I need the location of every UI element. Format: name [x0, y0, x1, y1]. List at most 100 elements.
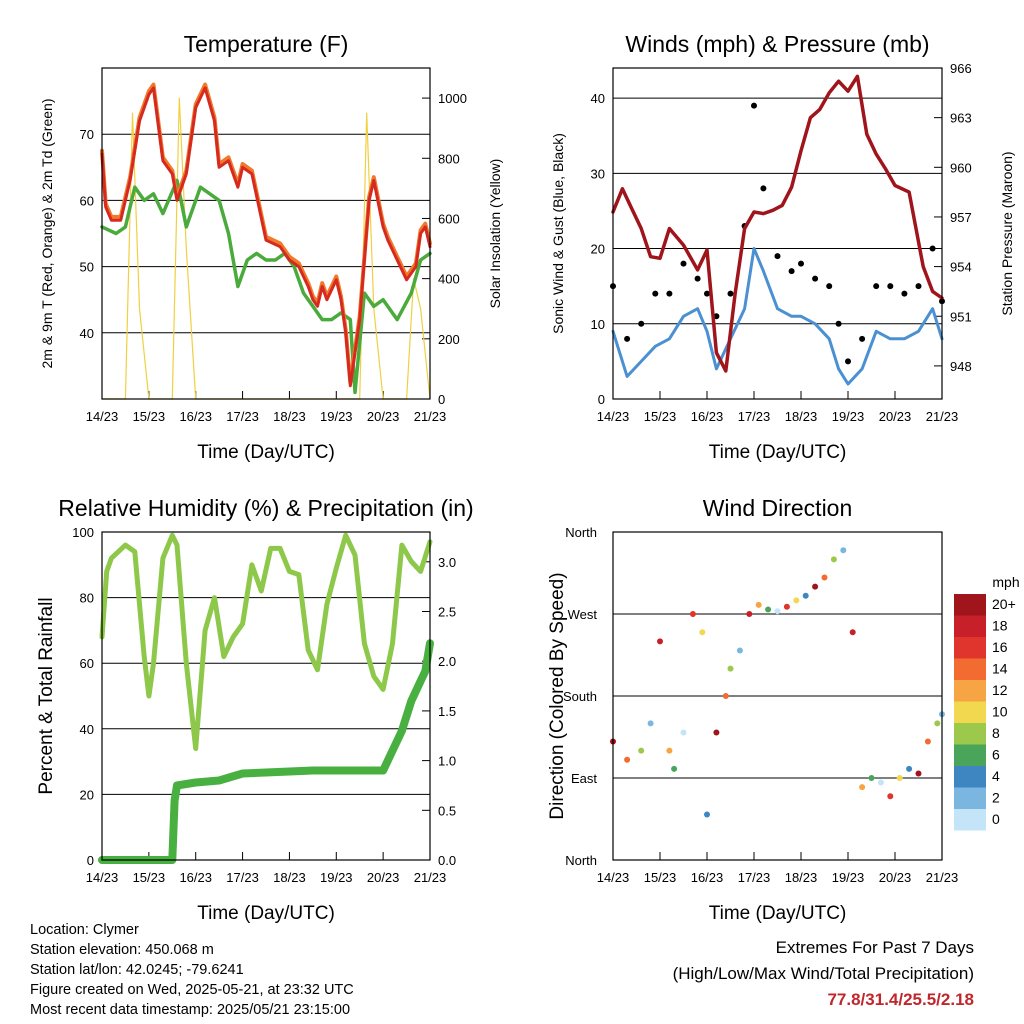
- y-tick-label: 10: [591, 317, 605, 332]
- plot-frame: [101, 531, 431, 861]
- gust-point: [638, 320, 645, 327]
- legend-label: 14: [992, 661, 1008, 677]
- legend-label: 2: [992, 790, 1000, 806]
- gust-point: [915, 283, 922, 290]
- direction-point: [765, 606, 772, 613]
- x-tick-label: 15/23: [133, 409, 166, 424]
- created-text: Figure created on Wed, 2025-05-21, at 23…: [30, 982, 354, 998]
- y-tick-label: 20: [591, 242, 605, 257]
- y-tick-label: 20: [80, 787, 94, 802]
- y-tick-label: 40: [80, 722, 94, 737]
- y-tick-label: 40: [591, 91, 605, 106]
- direction-point: [859, 784, 866, 791]
- direction-point: [906, 765, 913, 772]
- legend-label: 8: [992, 725, 1000, 741]
- direction-point: [812, 583, 819, 590]
- recent-timestamp-text: Most recent data timestamp: 2025/05/21 2…: [30, 1002, 351, 1018]
- x-tick-label: 21/23: [926, 409, 959, 424]
- extremes-box: Extremes For Past 7 Days (High/Low/Max W…: [673, 935, 974, 1013]
- legend-swatch: [954, 658, 986, 680]
- y-tick-label: 100: [72, 525, 94, 540]
- y-tick-label: 40: [80, 326, 94, 341]
- direction-point: [755, 601, 762, 608]
- direction-point: [934, 720, 941, 727]
- legend-label: 0: [992, 811, 1000, 827]
- x-tick-label: 14/23: [86, 870, 119, 885]
- x-tick-label: 20/23: [879, 409, 912, 424]
- x-tick-label: 19/23: [832, 870, 865, 885]
- extremes-title: Extremes For Past 7 Days: [775, 938, 974, 957]
- y2-tick-label: 3.0: [438, 555, 456, 570]
- direction-point: [657, 638, 663, 645]
- x-tick-label: 14/23: [597, 870, 630, 885]
- gust-point: [901, 290, 908, 297]
- direction-point: [736, 647, 743, 654]
- direction-point: [704, 811, 710, 818]
- elevation-text: Station elevation: 450.068 m: [30, 942, 214, 958]
- plot-frame: [612, 531, 943, 861]
- x-tick-label: 18/23: [785, 870, 818, 885]
- gust-point: [694, 275, 701, 282]
- x-tick-label: 19/23: [832, 409, 865, 424]
- y-axis-label: Percent & Total Rainfall: [36, 597, 57, 794]
- x-tick-label: 16/23: [179, 409, 212, 424]
- y2-tick-label: 800: [438, 151, 460, 166]
- y2-tick-label: 0.0: [438, 853, 456, 868]
- direction-point: [638, 747, 645, 754]
- gust-point: [835, 320, 842, 327]
- direction-point: [624, 756, 631, 763]
- location-text: Location: Clymer: [30, 922, 139, 938]
- x-tick-label: 16/23: [691, 870, 724, 885]
- x-tick-label: 21/23: [414, 409, 447, 424]
- direction-point: [887, 793, 894, 800]
- x-tick-label: 20/23: [879, 870, 912, 885]
- y2-tick-label: 2.5: [438, 605, 456, 620]
- station-info: Location: Clymer Station elevation: 450.…: [30, 920, 354, 1020]
- plot-frame: [101, 67, 431, 400]
- legend-swatch: [954, 809, 986, 831]
- y-tick-label: 0: [598, 392, 605, 407]
- direction-point: [666, 747, 673, 754]
- x-axis-label: Time (Day/UTC): [197, 442, 335, 463]
- legend-label: 16: [992, 639, 1008, 655]
- direction-point: [774, 608, 781, 615]
- direction-tick-label: North: [565, 853, 597, 868]
- legend-label: 10: [992, 704, 1008, 720]
- extremes-values: 77.8/31.4/25.5/2.18: [827, 990, 974, 1009]
- direction-point: [746, 611, 753, 617]
- y-tick-label: 30: [591, 166, 605, 181]
- direction-point: [849, 629, 856, 636]
- direction-tick-label: East: [571, 771, 597, 786]
- gust-point: [680, 260, 687, 267]
- direction-point: [727, 665, 734, 672]
- x-tick-label: 15/23: [644, 409, 677, 424]
- legend-label: 20+: [992, 596, 1016, 612]
- x-tick-label: 18/23: [785, 409, 818, 424]
- x-tick-label: 17/23: [226, 870, 259, 885]
- y-axis-label: 2m & 9m T (Red, Orange) & 2m Td (Green): [39, 99, 55, 369]
- legend-swatch: [954, 594, 986, 616]
- y-tick-label: 60: [80, 656, 94, 671]
- extremes-subtitle: (High/Low/Max Wind/Total Precipitation): [672, 964, 974, 983]
- gust-point: [751, 102, 757, 109]
- x-tick-label: 15/23: [133, 870, 166, 885]
- gust-point: [812, 275, 819, 282]
- x-tick-label: 17/23: [738, 409, 771, 424]
- legend-swatch: [954, 787, 986, 809]
- gust-point: [760, 185, 767, 192]
- legend-swatch: [954, 615, 986, 637]
- legend-label: 6: [992, 747, 1000, 763]
- gust-point: [652, 290, 659, 297]
- latlon-text: Station lat/lon: 42.0245; -79.6241: [30, 962, 244, 978]
- gust-point: [929, 245, 936, 252]
- gust-point: [826, 283, 833, 290]
- y2-tick-label: 954: [950, 260, 972, 275]
- gust-point: [774, 253, 781, 260]
- gust-point: [859, 335, 866, 342]
- y2-tick-label: 1.0: [438, 754, 456, 769]
- panel-title: Temperature (F): [184, 31, 349, 57]
- x-tick-label: 21/23: [414, 870, 447, 885]
- dewpoint-line: [100, 178, 432, 395]
- gust-point: [666, 290, 673, 297]
